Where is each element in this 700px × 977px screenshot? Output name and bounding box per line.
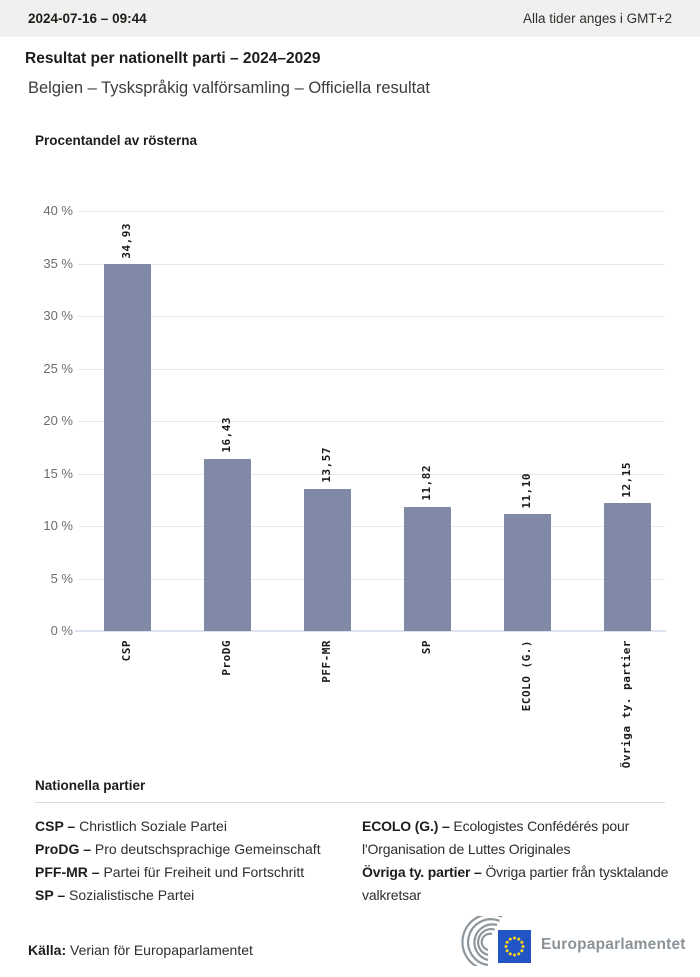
legend-item-name: Christlich Soziale Partei [79, 818, 227, 834]
bar-value-label: 11,10 [520, 472, 533, 509]
logo-wordmark: Europaparlamentet [541, 936, 686, 953]
gridline [78, 578, 665, 580]
x-axis-line [75, 630, 666, 632]
eu-flag-icon [498, 930, 531, 963]
header-bar: 2024-07-16 – 09:44 Alla tider anges i GM… [0, 0, 700, 37]
legend-item-name: Partei für Freiheit und Fortschritt [103, 864, 305, 880]
y-tick-label: 15 % [43, 465, 73, 481]
bar [403, 506, 451, 631]
legend-item-abbr: Övriga ty. partier – [362, 864, 482, 880]
legend-item-name: Sozialistische Partei [69, 887, 195, 903]
bar-chart: 34,93 CSP 16,43 ProDG 13,57 PFF-MR 11,82 SP 11,1… [0, 185, 700, 771]
y-tick-label: 30 % [43, 308, 73, 323]
y-tick-label: 25 % [43, 360, 73, 376]
bar [203, 458, 251, 631]
y-tick-label: 0 % [50, 623, 73, 638]
legend-item-name: Ecologistes Confédérés pour l'Organisati… [362, 818, 630, 857]
legend-item: Övriga ty. partier – Övriga partier från… [362, 861, 680, 907]
bar [603, 503, 651, 631]
gridline [78, 421, 665, 422]
chart-title: Procentandel av rösterna [35, 133, 198, 148]
y-tick-label: 10 % [43, 518, 73, 533]
gridline [78, 368, 665, 370]
gridline [78, 211, 665, 212]
legend-divider [35, 802, 665, 803]
legend-item-abbr: ECOLO (G.) – [362, 818, 450, 834]
gridline [78, 526, 665, 527]
y-tick-label: 40 % [43, 203, 73, 218]
source-label: Källa: [28, 942, 67, 958]
page-title: Resultat per nationellt parti – 2024–202… [25, 50, 321, 67]
legend-column-right: ECOLO (G.) – Ecologistes Confédérés pour… [362, 815, 680, 907]
gridline [78, 263, 665, 265]
bar-value-label: 16,43 [220, 416, 233, 453]
bar-value-label: 13,57 [320, 446, 333, 483]
bar [303, 488, 351, 631]
legend-item: CSP – Christlich Soziale Partei [35, 815, 347, 838]
legend-item-abbr: PFF-MR – [35, 864, 100, 880]
gridline [78, 473, 665, 475]
gridline [78, 316, 665, 317]
x-tick-label: SP [420, 640, 433, 655]
bar-value-label: 11,82 [420, 465, 433, 501]
bar-value-label: 12,15 [620, 461, 633, 498]
hemicycle-arcs [461, 916, 503, 966]
legend-item: PFF-MR – Partei für Freiheit und Fortsch… [35, 861, 347, 884]
y-tick-label: 20 % [43, 413, 73, 428]
hemicycle-eu-flag-icon [461, 916, 531, 966]
legend-item-abbr: SP – [35, 887, 66, 903]
legend-item: SP – Sozialistische Partei [35, 884, 347, 907]
x-tick-label: CSP [120, 640, 133, 662]
bar-value-label: 34,93 [120, 222, 133, 259]
legend-item-abbr: ProDG – [35, 841, 92, 857]
source-line: Källa: Verian för Europaparlamentet [28, 942, 253, 958]
legend-item-name: Pro deutschsprachige Gemeinschaft [94, 841, 321, 857]
legend-item-abbr: CSP – [35, 818, 76, 834]
x-tick-label: PFF-MR [320, 640, 333, 683]
legend-item: ECOLO (G.) – Ecologistes Confédérés pour… [362, 815, 680, 861]
x-tick-label: ECOLO (G.) [520, 640, 533, 712]
datetime-text: 2024-07-16 – 09:44 [28, 11, 147, 26]
x-tick-label: ProDG [220, 640, 233, 676]
legend-item-name: Övriga partier från tysktalande valkrets… [362, 864, 669, 903]
y-tick-label: 35 % [43, 255, 73, 271]
x-tick-label: Övriga ty. partier [620, 640, 633, 769]
bar [103, 264, 151, 631]
legend-column-left: CSP – Christlich Soziale Partei ProDG – … [35, 815, 347, 907]
ep-logo: Europaparlamentet [458, 916, 686, 966]
bar [503, 514, 551, 631]
eu-flag-stars [504, 936, 525, 957]
timezone-note: Alla tider anges i GMT+2 [523, 11, 672, 26]
y-tick-label: 5 % [50, 570, 73, 586]
legend-heading: Nationella partier [35, 778, 146, 793]
legend-item: ProDG – Pro deutschsprachige Gemeinschaf… [35, 838, 347, 861]
source-text: Verian för Europaparlamentet [70, 942, 253, 958]
plot-area: 34,93 CSP 16,43 ProDG 13,57 PFF-MR 11,82 SP 11,1… [75, 211, 666, 768]
page-subtitle: Belgien – Tyskspråkig valförsamling – Of… [28, 79, 430, 97]
